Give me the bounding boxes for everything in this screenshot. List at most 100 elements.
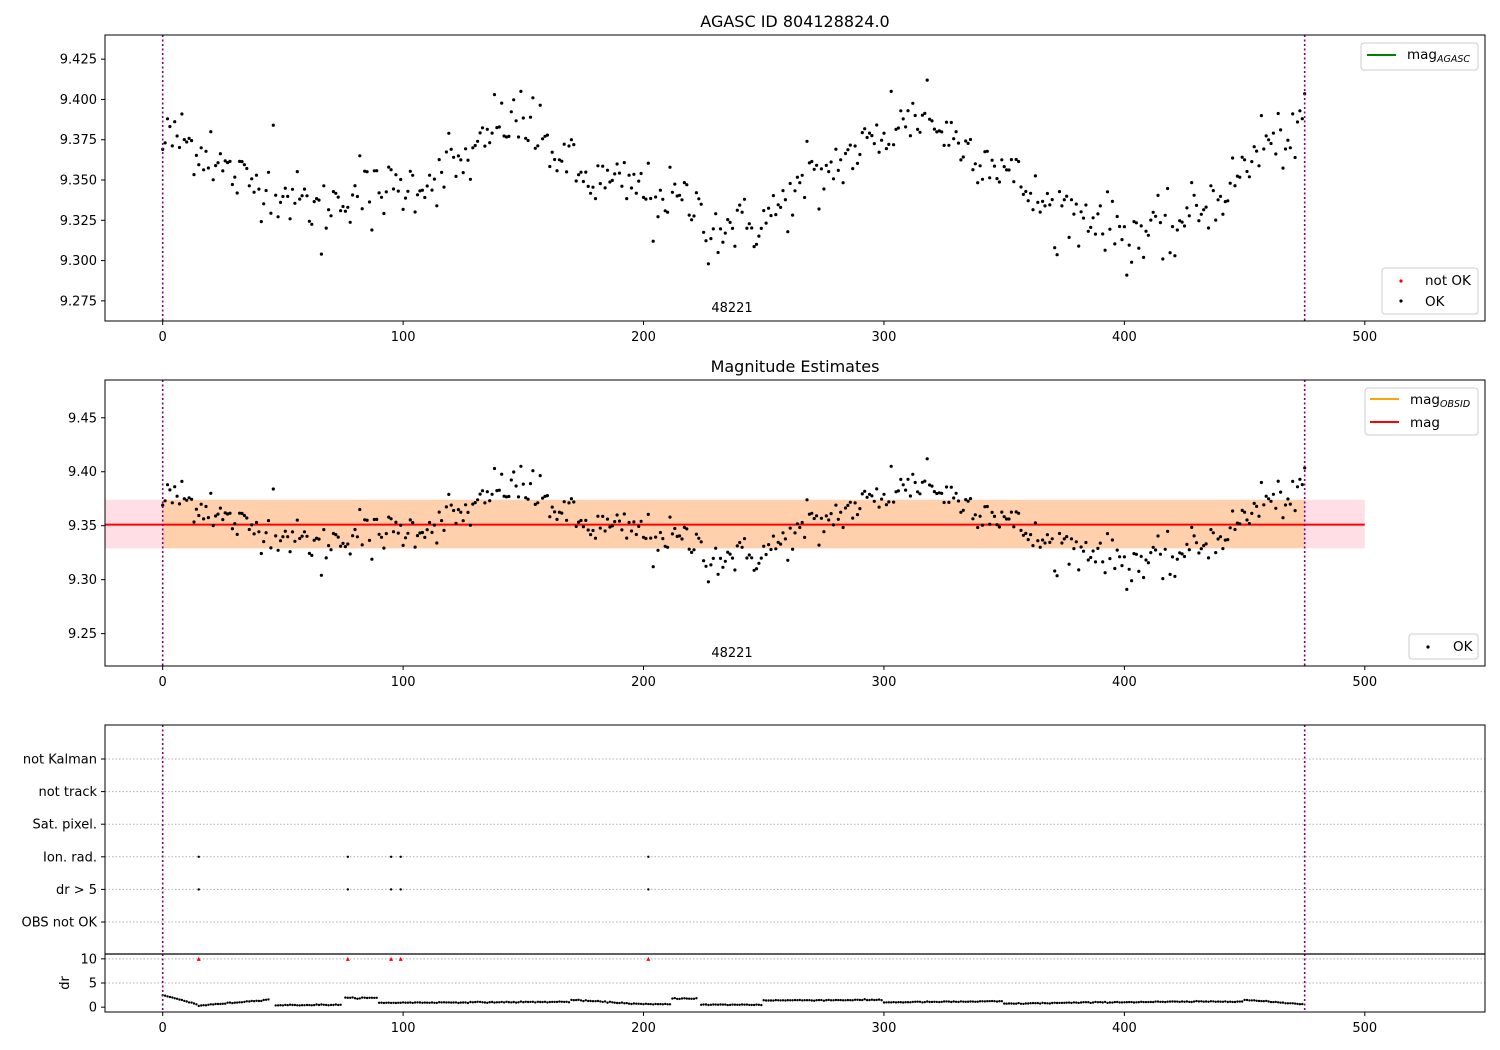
data-point — [1000, 158, 1004, 162]
data-point — [278, 200, 283, 204]
data-point — [848, 143, 852, 147]
data-point — [209, 130, 213, 134]
data-point — [1250, 160, 1254, 164]
top-points — [161, 78, 1307, 277]
data-point — [442, 185, 446, 189]
data-point — [716, 250, 720, 255]
data-point — [1250, 511, 1254, 515]
data-point — [1279, 128, 1283, 132]
dr-point — [899, 1001, 902, 1004]
dr-point — [418, 1001, 422, 1004]
dr-point — [553, 1000, 556, 1004]
dr-point — [623, 1002, 626, 1005]
dr-point — [1027, 1002, 1030, 1005]
dr-point — [930, 1000, 934, 1004]
data-point — [1122, 555, 1126, 559]
data-point — [271, 123, 275, 127]
data-point — [627, 520, 631, 525]
data-point — [476, 498, 480, 502]
dr-point — [1084, 1001, 1088, 1004]
data-point — [423, 535, 427, 540]
data-point — [175, 494, 179, 498]
data-point — [1127, 567, 1131, 571]
dr-point — [957, 1000, 960, 1004]
data-point — [1072, 212, 1076, 216]
dr-point — [916, 1000, 919, 1003]
data-point — [887, 142, 891, 146]
data-point — [536, 501, 540, 505]
data-point — [1283, 147, 1288, 151]
data-point — [1163, 547, 1167, 551]
data-point — [947, 500, 951, 504]
data-point — [668, 515, 672, 519]
dr-point — [1125, 1001, 1129, 1004]
data-point — [1050, 198, 1054, 202]
data-point — [1197, 219, 1201, 223]
data-point — [608, 525, 612, 529]
dr-point — [483, 1001, 487, 1004]
data-point — [603, 186, 607, 190]
data-point — [283, 186, 287, 190]
data-point — [165, 117, 170, 121]
dr-point — [337, 1003, 340, 1007]
data-point — [180, 479, 184, 483]
data-point — [218, 152, 222, 156]
data-point — [877, 505, 881, 509]
dr-point — [274, 1004, 277, 1007]
dr-point — [447, 1001, 450, 1004]
legend-label-mag-obsid: magOBSID — [1410, 392, 1470, 410]
data-point — [456, 154, 460, 158]
data-point — [675, 194, 679, 198]
data-point — [798, 181, 802, 185]
data-point — [904, 488, 908, 492]
data-point — [678, 193, 682, 197]
dr-point — [1120, 1001, 1124, 1004]
dr-point — [481, 1001, 484, 1004]
data-point — [281, 535, 285, 539]
middle-legend-lower: OK — [1408, 633, 1479, 660]
data-point — [351, 534, 355, 538]
data-point — [1045, 533, 1049, 537]
data-point — [290, 530, 295, 534]
data-point — [521, 116, 525, 120]
dr-point — [1106, 1001, 1109, 1005]
data-point — [1166, 529, 1170, 534]
dr-point — [570, 998, 573, 1002]
data-point — [372, 169, 376, 173]
data-point — [1206, 556, 1211, 560]
data-point — [632, 172, 636, 176]
data-point — [168, 125, 172, 129]
dr-point — [531, 1000, 535, 1003]
data-point — [302, 530, 307, 534]
data-point — [278, 539, 283, 543]
dr-point — [692, 997, 696, 1000]
data-point — [925, 78, 929, 82]
data-point — [363, 518, 367, 522]
data-point — [271, 487, 275, 491]
data-point — [1216, 537, 1220, 541]
dr-point — [743, 1003, 746, 1006]
dr-point — [1262, 1000, 1266, 1003]
data-point — [495, 126, 499, 130]
data-point — [899, 109, 903, 113]
dr-point — [791, 999, 794, 1002]
dr-point — [317, 1003, 321, 1007]
data-point — [1144, 558, 1148, 562]
data-point — [341, 204, 345, 209]
top-panel: 0 100 200 300 400 500 9.2759.3009.3259.3509.3… — [60, 12, 1486, 345]
dr-point — [401, 1001, 405, 1004]
dr-point — [902, 1001, 905, 1004]
data-point — [767, 206, 771, 210]
data-point — [1168, 251, 1172, 255]
dr-point — [923, 1000, 926, 1004]
data-point — [678, 534, 682, 538]
data-point — [949, 485, 953, 489]
data-point — [1245, 518, 1249, 522]
data-point — [973, 162, 977, 166]
data-point — [266, 519, 271, 523]
dr-point — [539, 1000, 542, 1004]
dr-point — [740, 1003, 744, 1006]
data-point — [579, 518, 583, 523]
data-point — [1055, 253, 1059, 257]
